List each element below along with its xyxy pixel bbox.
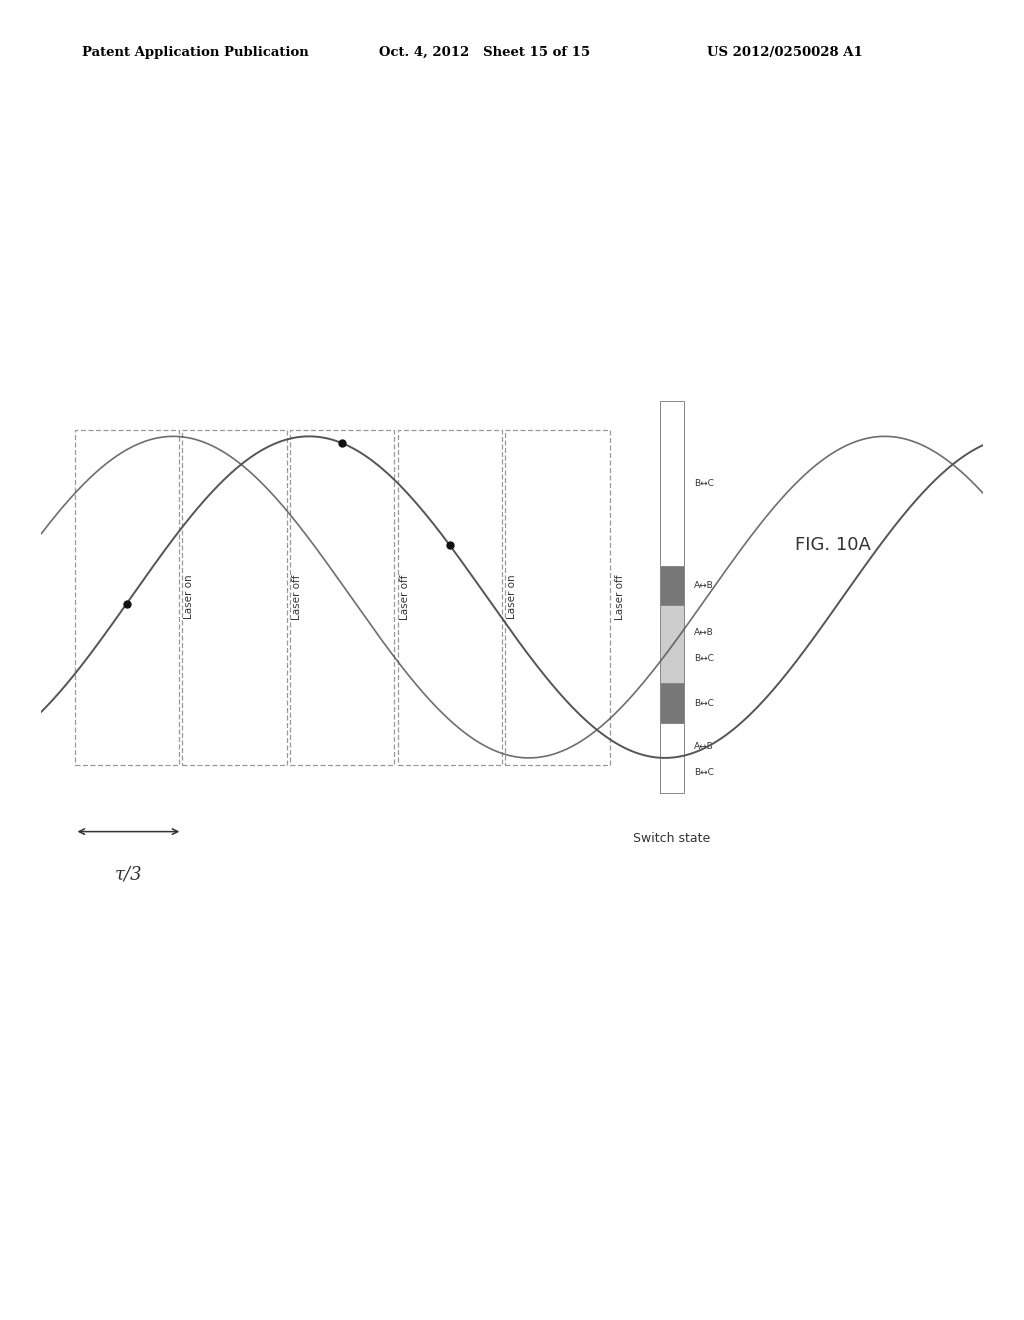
Text: Laser on: Laser on bbox=[507, 574, 517, 619]
Bar bbox=[75, 429, 179, 764]
Text: FIG. 10A: FIG. 10A bbox=[795, 536, 870, 553]
Text: Switch state: Switch state bbox=[633, 832, 711, 845]
Text: Patent Application Publication: Patent Application Publication bbox=[82, 46, 308, 59]
Text: τ/3: τ/3 bbox=[115, 865, 142, 883]
Text: A↔B: A↔B bbox=[693, 628, 714, 638]
Text: Oct. 4, 2012   Sheet 15 of 15: Oct. 4, 2012 Sheet 15 of 15 bbox=[379, 46, 590, 59]
Bar bbox=[182, 429, 287, 764]
Bar bbox=[660, 605, 684, 684]
Bar bbox=[505, 429, 609, 764]
Bar bbox=[290, 429, 394, 764]
Bar bbox=[660, 722, 684, 793]
Text: B↔C: B↔C bbox=[693, 479, 714, 488]
Text: Laser off: Laser off bbox=[399, 574, 410, 620]
Bar bbox=[660, 401, 684, 566]
Text: A↔B: A↔B bbox=[693, 742, 714, 751]
Text: A↔B: A↔B bbox=[693, 581, 714, 590]
Bar bbox=[397, 429, 502, 764]
Bar bbox=[660, 684, 684, 722]
Text: B↔C: B↔C bbox=[693, 655, 714, 663]
Text: B↔C: B↔C bbox=[693, 768, 714, 777]
Text: Laser off: Laser off bbox=[292, 574, 302, 620]
Text: B↔C: B↔C bbox=[693, 698, 714, 708]
Text: Laser off: Laser off bbox=[615, 574, 625, 620]
Bar bbox=[660, 566, 684, 605]
Text: US 2012/0250028 A1: US 2012/0250028 A1 bbox=[707, 46, 862, 59]
Text: Laser on: Laser on bbox=[184, 574, 195, 619]
